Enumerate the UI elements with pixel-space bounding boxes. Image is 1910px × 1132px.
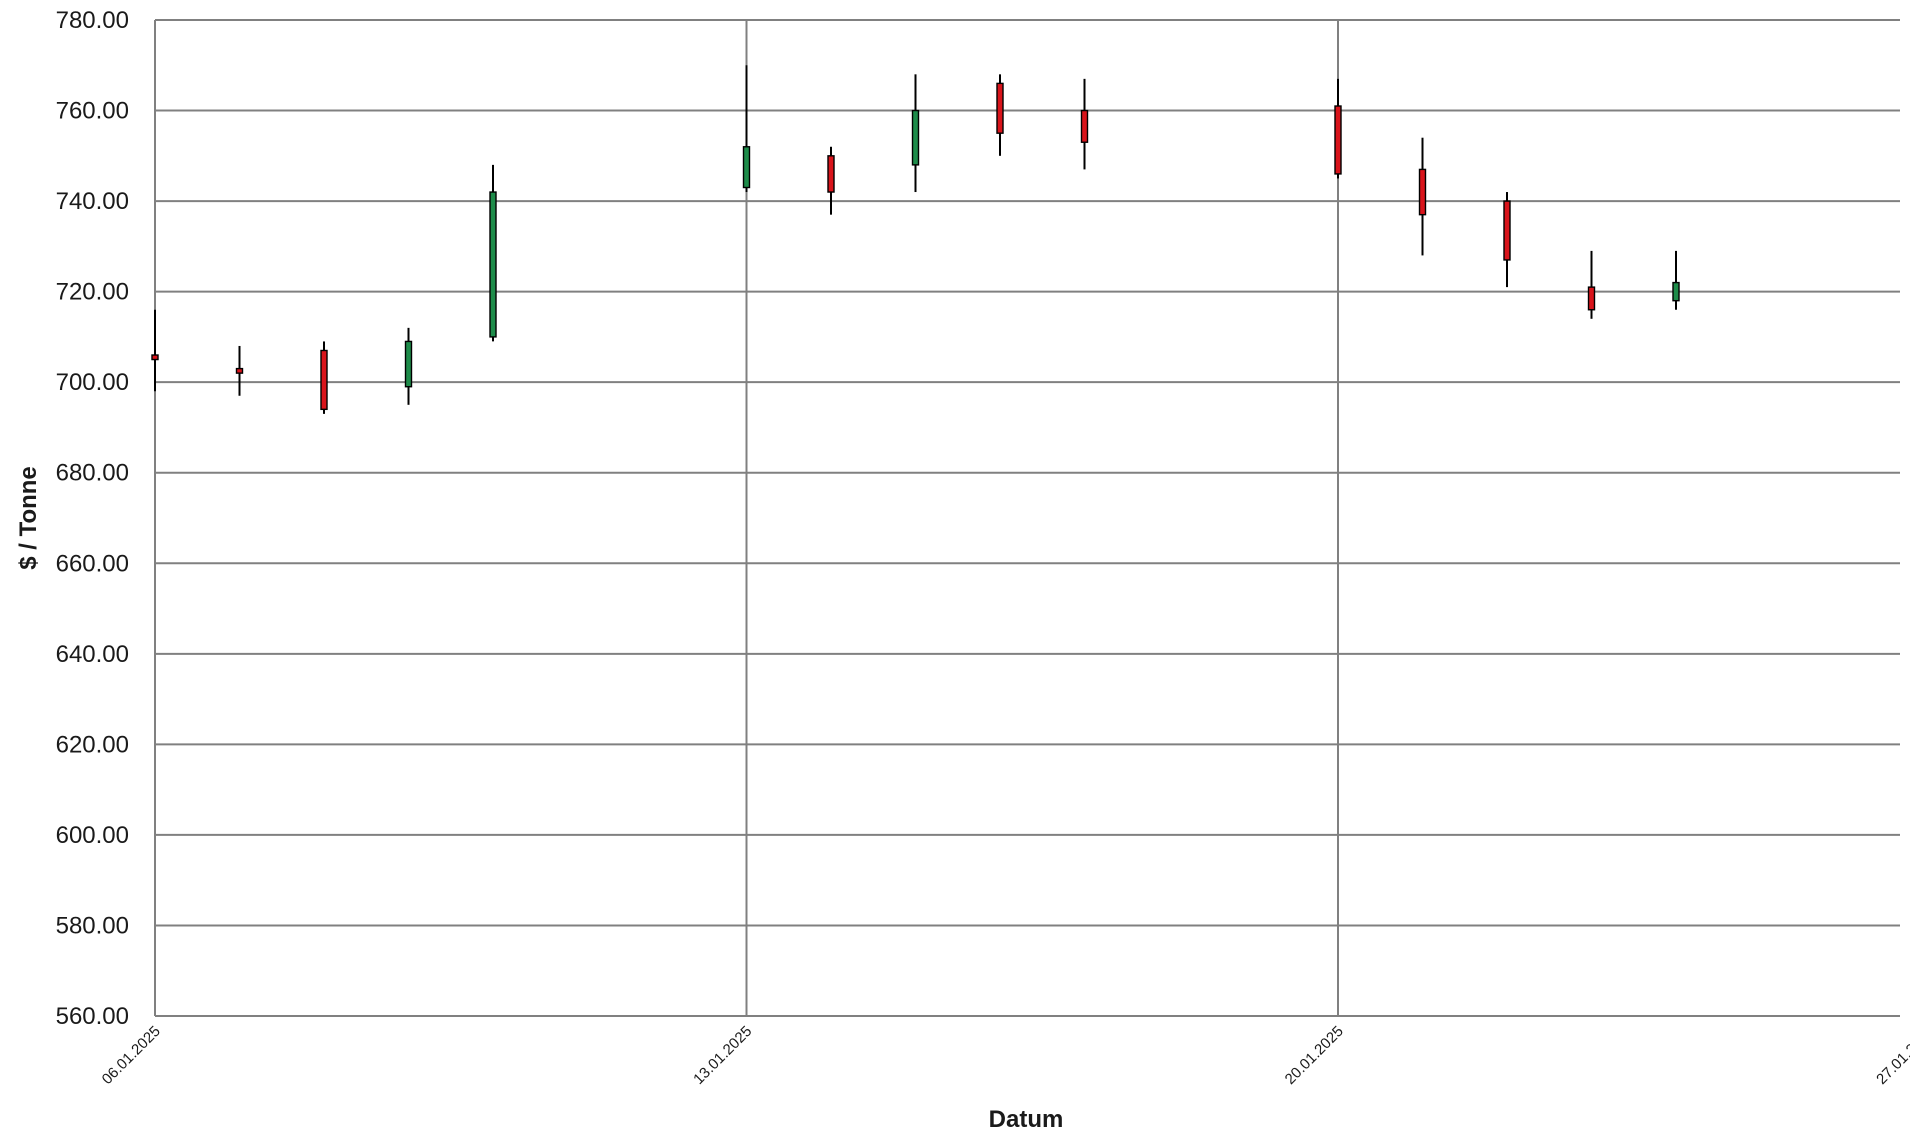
candle-body (235, 367, 244, 374)
candle-body (827, 155, 835, 193)
x-axis-label: Datum (989, 1106, 1064, 1132)
candle-body (1080, 109, 1089, 143)
candle (151, 309, 159, 392)
candle (1418, 137, 1427, 256)
candle (320, 341, 328, 414)
y-axis-label: $ / Tonne (15, 466, 42, 570)
candle-body (489, 191, 497, 338)
y-tick-label: 740.00 (56, 188, 129, 215)
candle-body (404, 340, 413, 388)
candle-body (1418, 168, 1427, 216)
candle (1080, 78, 1089, 170)
candle (235, 345, 244, 396)
y-tick-label: 640.00 (56, 641, 129, 668)
y-tick-label: 600.00 (56, 822, 129, 849)
y-tick-label: 720.00 (56, 279, 129, 306)
y-tick-label: 760.00 (56, 98, 129, 125)
candle (996, 74, 1004, 156)
y-tick-label: 580.00 (56, 912, 129, 939)
candles (151, 65, 1680, 414)
x-axis-ticks: 06.01.2025 13.01.2025 20.01.2025 27.01.2025… (99, 1023, 1910, 1088)
candle (404, 327, 413, 405)
candle-body (911, 109, 920, 166)
x-tick-label: 13.01.2025 (690, 1023, 755, 1088)
x-tick-label: 06.01.2025 (99, 1023, 164, 1088)
candle (1503, 192, 1511, 288)
grid (154, 19, 1900, 1017)
candle (489, 164, 497, 342)
candle-body (1503, 200, 1511, 261)
candle-body (996, 82, 1004, 134)
y-tick-label: 560.00 (56, 1003, 129, 1030)
y-tick-label: 620.00 (56, 731, 129, 758)
candle-body (151, 354, 159, 361)
candle-body (1672, 281, 1680, 302)
candle-body (320, 349, 328, 411)
y-tick-label: 780.00 (56, 7, 129, 34)
candle-body (1587, 286, 1596, 311)
x-tick-label: 20.01.2025 (1282, 1023, 1347, 1088)
candle (1587, 250, 1596, 319)
y-tick-label: 660.00 (56, 550, 129, 577)
candle (1672, 250, 1680, 310)
y-tick-label: 700.00 (56, 369, 129, 396)
candle (1334, 78, 1342, 179)
candle (911, 74, 920, 193)
candle (827, 146, 835, 215)
candle (742, 65, 751, 193)
x-tick-label: 27.01.2025 (1873, 1023, 1910, 1088)
candle-body (742, 146, 751, 189)
y-tick-label: 680.00 (56, 460, 129, 487)
y-axis-ticks: 560.00 580.00 600.00 620.00 640.00 660.00 680.… (56, 7, 129, 1030)
candle-body (1334, 105, 1342, 175)
